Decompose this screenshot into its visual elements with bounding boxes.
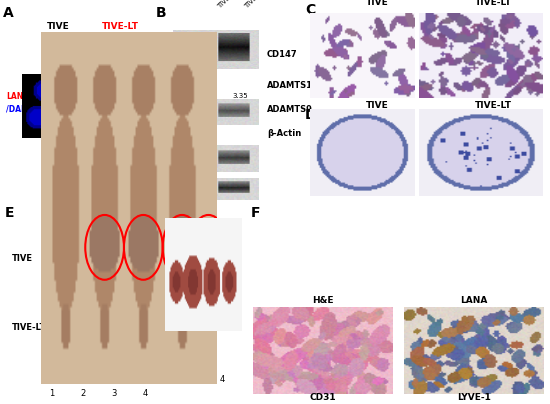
Text: 75 kDa: 75 kDa	[157, 40, 179, 45]
Text: TIVE: TIVE	[365, 101, 388, 110]
Text: β-Actin: β-Actin	[267, 129, 301, 138]
Text: 3: 3	[111, 205, 117, 214]
Text: 4.41: 4.41	[233, 116, 248, 122]
Text: 50 kDa: 50 kDa	[157, 62, 179, 67]
Text: 4: 4	[142, 205, 147, 214]
Text: LANA: LANA	[460, 296, 487, 305]
Text: TIVE: TIVE	[47, 22, 70, 31]
Text: LYVE-1: LYVE-1	[457, 393, 491, 402]
Text: 1: 1	[50, 389, 54, 398]
Text: TIVE: TIVE	[365, 0, 388, 7]
Text: 1: 1	[162, 375, 167, 384]
Text: TIVE-LT: TIVE-LT	[475, 101, 512, 110]
Text: 2: 2	[80, 205, 86, 214]
Text: C: C	[305, 3, 315, 17]
Text: CD147: CD147	[267, 50, 298, 59]
Text: 2: 2	[182, 375, 186, 384]
Text: 4: 4	[220, 375, 225, 384]
Text: CD31: CD31	[309, 393, 336, 402]
Text: ADAMTS9: ADAMTS9	[267, 105, 313, 114]
Text: 3.35: 3.35	[232, 93, 248, 99]
Text: F: F	[251, 206, 260, 220]
Text: TIVE: TIVE	[216, 0, 232, 10]
Text: TIVE-LT: TIVE-LT	[12, 323, 47, 332]
Text: ADAMTS1: ADAMTS1	[267, 81, 313, 90]
Text: A: A	[3, 6, 14, 20]
Text: 37 kDa: 37 kDa	[157, 76, 179, 81]
Text: 1.00: 1.00	[200, 116, 216, 122]
Text: TIVE-LT: TIVE-LT	[102, 22, 139, 31]
Text: 4: 4	[142, 389, 147, 398]
Text: 3: 3	[201, 375, 206, 384]
Text: /DAPI: /DAPI	[6, 105, 30, 114]
Text: TIVE: TIVE	[12, 254, 34, 263]
Text: TIVE-LT: TIVE-LT	[475, 0, 512, 7]
Text: 1: 1	[50, 205, 54, 214]
Text: E: E	[5, 206, 14, 220]
Text: 2: 2	[80, 389, 86, 398]
Text: LANA: LANA	[6, 93, 29, 101]
Text: TIVE-LT: TIVE-LT	[243, 0, 265, 10]
Text: D: D	[305, 108, 316, 122]
Text: B: B	[156, 6, 166, 20]
Text: 1.00: 1.00	[200, 93, 216, 99]
Text: H&E: H&E	[312, 296, 333, 305]
Text: 3: 3	[111, 389, 117, 398]
